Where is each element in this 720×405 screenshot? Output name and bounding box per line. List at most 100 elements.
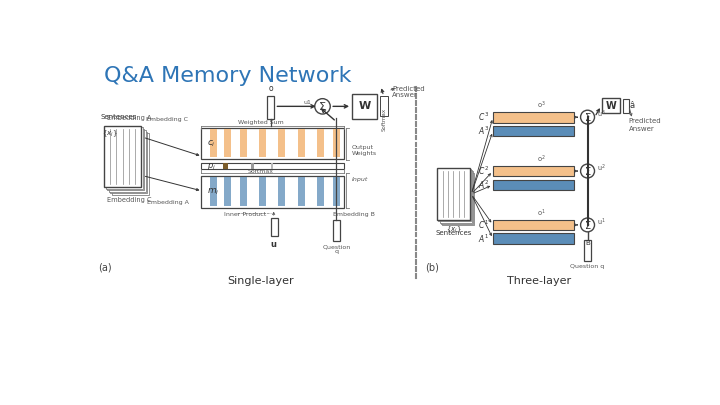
Text: $A^2$: $A^2$ [478, 179, 489, 191]
Text: Single-layer: Single-layer [228, 276, 294, 286]
Bar [222, 163, 228, 169]
Bar [112, 133, 149, 195]
Text: u$^1$: u$^1$ [597, 217, 606, 228]
Text: Q&A Memory Network: Q&A Memory Network [104, 66, 351, 85]
Text: Input: Input [352, 177, 369, 182]
Bar [271, 218, 277, 237]
Bar [106, 127, 143, 189]
Bar [240, 130, 246, 157]
Text: Predicted: Predicted [629, 118, 661, 124]
Bar [201, 128, 344, 159]
Text: (a): (a) [98, 263, 112, 273]
Text: W: W [359, 101, 371, 111]
Bar [380, 96, 387, 116]
Bar [333, 177, 340, 207]
Text: Sentences: Sentences [436, 230, 472, 237]
Bar [279, 130, 285, 157]
Bar [601, 98, 620, 113]
Text: W: W [606, 100, 616, 111]
Circle shape [580, 110, 595, 124]
Text: u$^2$: u$^2$ [597, 163, 606, 175]
Text: Softmax: Softmax [248, 169, 274, 174]
Text: u: u [271, 240, 276, 249]
Bar [107, 129, 144, 190]
Circle shape [580, 164, 595, 178]
Bar [210, 177, 217, 207]
Bar [333, 220, 341, 241]
Text: Embedding A: Embedding A [107, 115, 151, 121]
Text: $A^3$: $A^3$ [478, 125, 489, 137]
Bar [439, 170, 472, 223]
Bar [437, 168, 469, 220]
Bar [493, 126, 575, 136]
Bar [624, 99, 629, 113]
Text: $A^1$: $A^1$ [478, 232, 489, 245]
Text: â: â [630, 101, 635, 110]
Text: Answer: Answer [392, 92, 418, 98]
Text: Three-layer: Three-layer [508, 276, 572, 286]
Text: Question q: Question q [570, 264, 605, 269]
Circle shape [315, 99, 330, 114]
Bar [438, 169, 471, 222]
Text: Softmax: Softmax [381, 108, 386, 131]
Text: Weighted Sum: Weighted Sum [238, 120, 284, 125]
Bar [493, 112, 575, 123]
Text: $c_i$: $c_i$ [207, 138, 216, 149]
Bar [317, 130, 324, 157]
Bar [201, 176, 344, 208]
Bar [333, 130, 340, 157]
Text: $C^2$: $C^2$ [478, 165, 489, 177]
Bar [493, 233, 575, 244]
Bar [317, 177, 324, 207]
Bar [224, 130, 231, 157]
Bar [210, 130, 217, 157]
Bar [585, 240, 591, 261]
Text: Question: Question [323, 244, 351, 249]
Text: Embedding C: Embedding C [146, 117, 189, 122]
Text: Embedding C: Embedding C [107, 196, 152, 202]
Text: o$^1$: o$^1$ [537, 208, 546, 219]
Bar [352, 94, 377, 119]
Bar [441, 171, 473, 224]
Text: Weights: Weights [352, 151, 377, 156]
Text: Answer: Answer [629, 126, 654, 132]
Bar [493, 179, 575, 190]
Text: $\Sigma$: $\Sigma$ [584, 219, 591, 231]
Bar [297, 130, 305, 157]
Text: o: o [269, 84, 273, 93]
Bar [240, 177, 246, 207]
Text: Output: Output [352, 145, 374, 150]
Bar [442, 173, 474, 225]
Bar [271, 163, 273, 169]
Text: Embedding B: Embedding B [333, 212, 374, 217]
Text: $C^1$: $C^1$ [478, 219, 489, 231]
Bar [279, 177, 285, 207]
Text: $\Sigma$: $\Sigma$ [318, 100, 327, 112]
Bar [259, 177, 266, 207]
Text: Predicted: Predicted [392, 85, 425, 92]
Text: Embedding A: Embedding A [147, 200, 189, 205]
Bar [110, 132, 148, 193]
Text: $\Sigma$: $\Sigma$ [584, 111, 591, 123]
Text: $m_i$: $m_i$ [207, 187, 220, 197]
Text: u$^3$: u$^3$ [597, 109, 606, 120]
Text: q: q [335, 249, 338, 254]
Bar [224, 177, 231, 207]
Bar [251, 163, 254, 169]
Text: u1: u1 [303, 100, 311, 105]
Text: $\{x_i\}$: $\{x_i\}$ [102, 129, 118, 139]
Bar [201, 162, 344, 169]
Text: o$^2$: o$^2$ [537, 154, 546, 165]
Text: B: B [585, 240, 590, 246]
Text: $\Sigma$: $\Sigma$ [584, 165, 591, 177]
Text: Inner Product: Inner Product [224, 212, 266, 217]
Text: $p_i$: $p_i$ [207, 160, 216, 172]
Text: (b): (b) [425, 263, 438, 273]
Bar [493, 166, 575, 177]
Circle shape [580, 218, 595, 232]
Bar [493, 220, 575, 230]
Bar [109, 130, 145, 192]
Text: $C^3$: $C^3$ [478, 111, 489, 124]
Bar [297, 177, 305, 207]
Bar [267, 96, 274, 119]
